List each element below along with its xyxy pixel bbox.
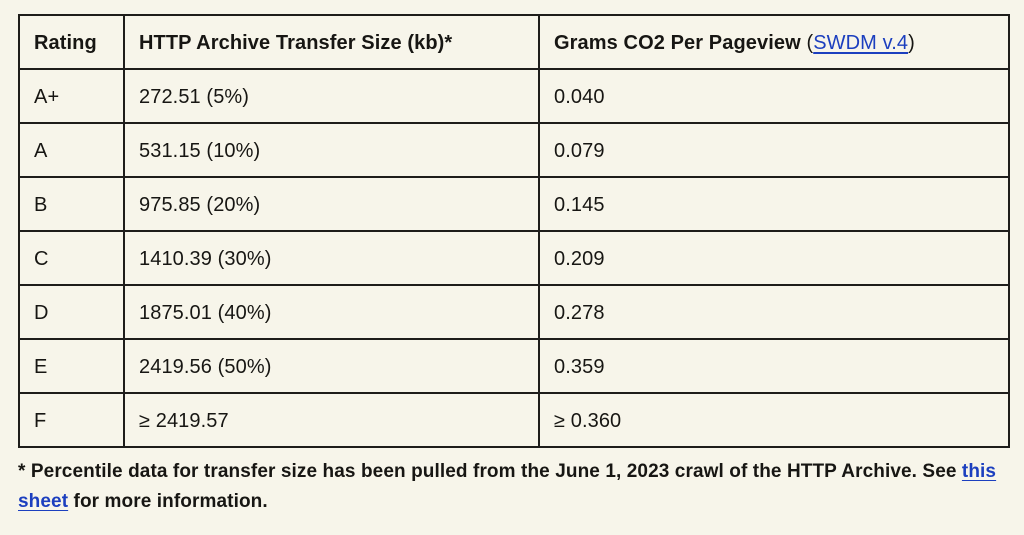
col-header-co2-title: Grams CO2 Per Pageview [554,31,801,54]
table-row: A+ 272.51 (5%) 0.040 [18,68,1010,124]
co2-cell: ≥ 0.360 [538,392,1010,448]
table-header-row: Rating HTTP Archive Transfer Size (kb)* … [18,14,1010,70]
footnote-text-end: for more information. [68,491,268,512]
footnote: * Percentile data for transfer size has … [18,457,1008,517]
rating-cell: D [18,284,125,340]
col-header-rating: Rating [18,14,125,70]
transfer-size-cell: 975.85 (20%) [123,176,540,232]
co2-header-paren-open: ( [800,31,814,54]
transfer-size-cell: 531.15 (10%) [123,122,540,178]
co2-cell: 0.145 [538,176,1010,232]
co2-header-paren-close: ) [908,31,915,54]
transfer-size-cell: ≥ 2419.57 [123,392,540,448]
footnote-text-start: * Percentile data for transfer size has … [18,461,962,482]
table-row: A 531.15 (10%) 0.079 [18,122,1010,178]
col-header-co2: Grams CO2 Per Pageview (SWDM v.4) [538,14,1010,70]
co2-cell: 0.209 [538,230,1010,286]
swdm-link[interactable]: SWDM v.4 [813,31,909,54]
transfer-size-cell: 1875.01 (40%) [123,284,540,340]
rating-cell: C [18,230,125,286]
rating-cell: B [18,176,125,232]
co2-cell: 0.079 [538,122,1010,178]
co2-cell: 0.359 [538,338,1010,394]
transfer-size-cell: 2419.56 (50%) [123,338,540,394]
footnote-sheet-link[interactable]: this sheet [18,461,997,512]
table-row: C 1410.39 (30%) 0.209 [18,230,1010,286]
table-row: E 2419.56 (50%) 0.359 [18,338,1010,394]
co2-rating-table: Rating HTTP Archive Transfer Size (kb)* … [18,14,1010,448]
co2-cell: 0.040 [538,68,1010,124]
rating-cell: E [18,338,125,394]
transfer-size-cell: 272.51 (5%) [123,68,540,124]
table-body: A+ 272.51 (5%) 0.040 A 531.15 (10%) 0.079 B 975… [18,68,1010,448]
rating-cell: A [18,122,125,178]
transfer-size-cell: 1410.39 (30%) [123,230,540,286]
col-header-transfer-size: HTTP Archive Transfer Size (kb)* [123,14,540,70]
rating-cell: F [18,392,125,448]
table-row: D 1875.01 (40%) 0.278 [18,284,1010,340]
rating-cell: A+ [18,68,125,124]
table-row: F ≥ 2419.57 ≥ 0.360 [18,392,1010,448]
co2-cell: 0.278 [538,284,1010,340]
table-row: B 975.85 (20%) 0.145 [18,176,1010,232]
